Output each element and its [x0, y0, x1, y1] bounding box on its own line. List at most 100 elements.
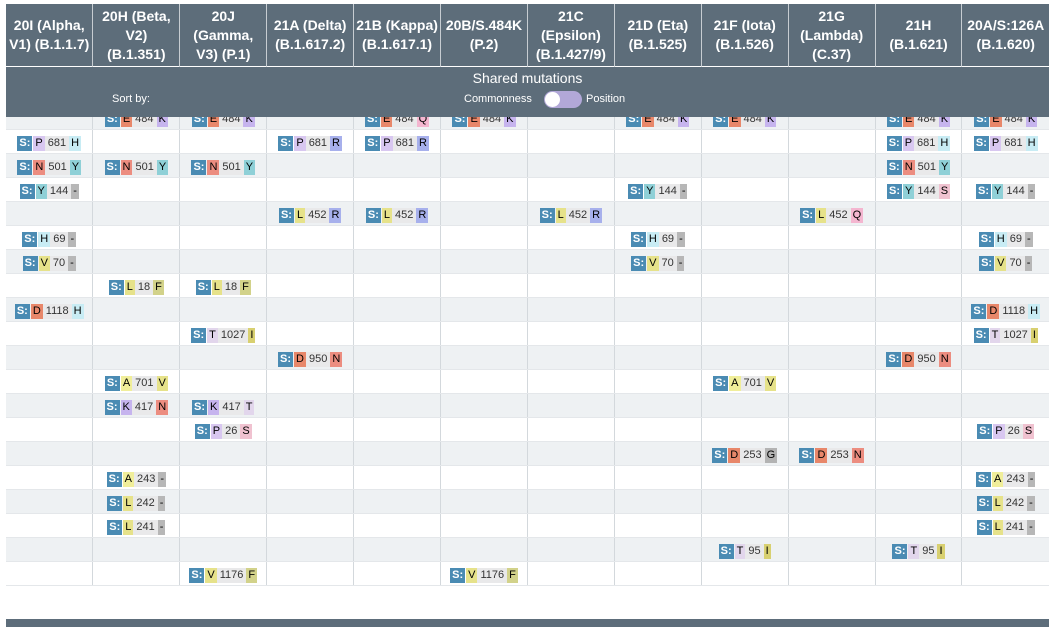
gene-label: S:: [107, 495, 123, 511]
table-cell: [92, 297, 181, 322]
table-cell: [614, 369, 702, 394]
ref-residue: A: [122, 471, 135, 487]
table-cell: [179, 177, 268, 202]
mutation-badge: S: L 241-: [976, 519, 1035, 535]
ref-residue: A: [729, 375, 741, 391]
ref-residue: P: [210, 423, 223, 439]
table-cell: [179, 537, 268, 562]
mutation-position: 1176: [216, 567, 247, 583]
table-cell: [353, 177, 442, 202]
mutation-position: 243: [134, 471, 159, 487]
gene-label: S:: [365, 135, 381, 151]
table-cell: [875, 249, 963, 274]
ref-residue: V: [38, 255, 50, 271]
alt-residue: V: [156, 375, 168, 391]
table-cell: S: L 452 R: [353, 201, 442, 226]
ref-residue: A: [120, 375, 133, 391]
alt-residue: S: [1022, 423, 1035, 439]
table-cell: [614, 393, 702, 418]
mutation-position: 18: [221, 279, 241, 295]
alt-residue: I: [763, 543, 771, 559]
table-cell: S: T 1027 I: [961, 321, 1049, 346]
mutation-position: 241: [133, 519, 158, 535]
sort-toggle[interactable]: [544, 91, 582, 108]
table-row: S: D 1118 H S: D 1118 H: [6, 297, 1049, 322]
table-cell: [788, 225, 876, 250]
mutation-position: 501: [45, 159, 70, 175]
ref-residue: T: [207, 327, 218, 343]
sort-option-commonness[interactable]: Commonness: [464, 93, 532, 105]
table-cell: [875, 441, 963, 466]
table-cell: S: L 18 F: [179, 273, 268, 298]
ref-residue: E: [729, 111, 741, 127]
gene-label: S:: [886, 135, 902, 151]
alt-residue: R: [590, 207, 603, 223]
ref-residue: L: [294, 207, 306, 223]
table-cell: [179, 345, 268, 370]
table-cell: S: P 681 H: [875, 129, 963, 154]
table-cell: [614, 489, 702, 514]
gene-label: S:: [630, 231, 646, 247]
column-header: 21B (Kappa) (B.1.617.1): [353, 4, 442, 66]
table-cell: [788, 273, 876, 298]
mutation-position: 701: [740, 375, 765, 391]
mutation-badge: S: L 452 R: [539, 207, 603, 223]
alt-residue: K: [677, 111, 690, 127]
table-cell: [440, 393, 528, 418]
table-cell: S: T 1027 I: [179, 321, 268, 346]
ref-residue: H: [38, 231, 51, 247]
mutation-badge: S: V 70-: [631, 255, 685, 271]
sort-option-position[interactable]: Position: [586, 93, 626, 105]
table-cell: [788, 369, 876, 394]
table-cell: [179, 225, 268, 250]
mutation-position: 69: [50, 231, 69, 247]
mutation-position: 701: [132, 375, 157, 391]
gene-label: S:: [977, 423, 993, 439]
alt-residue: -: [1027, 519, 1035, 535]
table-cell: [875, 225, 963, 250]
table-cell: [961, 561, 1049, 586]
mutation-position: 95: [745, 543, 764, 559]
table-cell: [440, 369, 528, 394]
ref-residue: N: [902, 159, 915, 175]
table-cell: [875, 417, 963, 442]
mutation-position: 1118: [999, 303, 1029, 319]
alt-residue: K: [504, 111, 516, 127]
table-cell: [788, 561, 876, 586]
table-cell: S: H 69-: [614, 225, 702, 250]
mutation-badge: S: V 70-: [22, 255, 76, 271]
table-cell: [527, 561, 615, 586]
mutation-badge: S: N 501 Y: [104, 159, 169, 175]
mutation-position: 452: [391, 207, 417, 223]
alt-residue: S: [938, 183, 951, 199]
mutation-badge: S: V 1176 F: [189, 567, 258, 583]
column-header: 20A/S:126A (B.1.620): [961, 4, 1049, 66]
table-cell: [614, 129, 702, 154]
ref-residue: P: [993, 423, 1005, 439]
table-body: S:D614GS:D614GS:D614GS:D614GS:D614GS:D61…: [6, 66, 1049, 586]
alt-residue: Y: [939, 159, 951, 175]
table-cell: [527, 489, 615, 514]
alt-residue: R: [330, 135, 342, 151]
alt-residue: R: [416, 135, 429, 151]
table-row: S: L 18 F S: L 18 F: [6, 273, 1049, 298]
mutation-badge: S: V 70-: [979, 255, 1033, 271]
gene-label: S:: [189, 567, 205, 583]
table-row: S: Y 144- S: Y 144- S: Y 144 S S: Y 144-: [6, 177, 1049, 202]
alt-residue: Y: [156, 159, 169, 175]
table-cell: S: L 242-: [961, 489, 1049, 514]
table-row: S: P 681 H S: P 681 R S: P 681 R S: P 681 H S: P 681 H: [6, 129, 1049, 154]
column-header: 20J (Gamma, V3) (P.1): [179, 4, 268, 66]
table-cell: S: P 681 R: [266, 129, 355, 154]
table-cell: S: A 243-: [92, 465, 181, 490]
table-cell: [179, 465, 268, 490]
mutation-badge: S: D 950 N: [886, 351, 951, 367]
alt-residue: N: [330, 351, 343, 367]
table-cell: [788, 297, 876, 322]
alt-residue: -: [157, 495, 166, 511]
table-cell: S: N 501 Y: [6, 153, 94, 178]
ref-residue: L: [123, 495, 134, 511]
mutation-position: 241: [1002, 519, 1028, 535]
table-cell: [353, 249, 442, 274]
